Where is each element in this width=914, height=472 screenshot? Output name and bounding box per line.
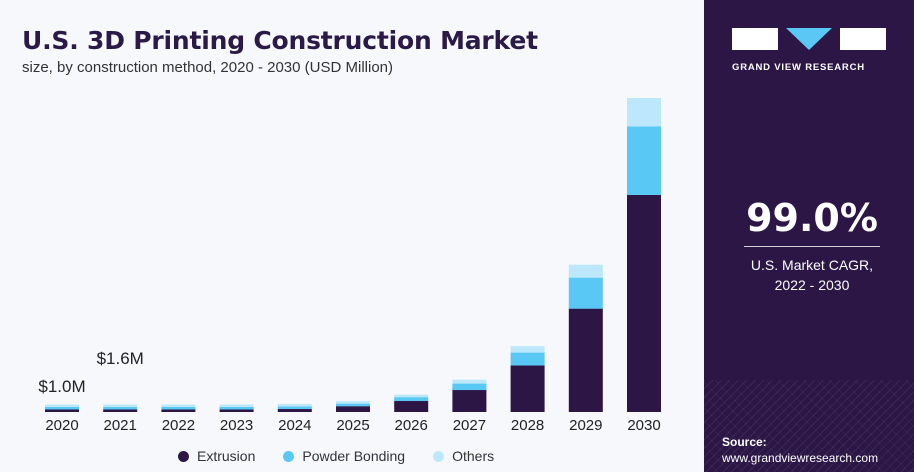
x-tick-label-2029: 2029 xyxy=(569,417,602,434)
bar-powder-bonding-2025 xyxy=(336,403,370,407)
legend-swatch-extrusion xyxy=(178,450,189,462)
bar-powder-bonding-2020 xyxy=(45,407,79,410)
legend-label-others: Others xyxy=(452,448,495,464)
x-tick-label-2027: 2027 xyxy=(453,417,486,434)
bar-others-2030 xyxy=(627,98,661,127)
logo-block-right xyxy=(840,28,886,50)
bar-extrusion-2028 xyxy=(510,365,545,412)
chart-legend: Extrusion Powder Bonding Others xyxy=(178,448,494,464)
x-tick-label-2028: 2028 xyxy=(511,417,544,434)
chart-panel: U.S. 3D Printing Construction Market siz… xyxy=(22,26,661,464)
source-label: Source: xyxy=(722,435,767,449)
legend-swatch-others xyxy=(433,450,445,462)
bar-extrusion-2022 xyxy=(161,409,196,412)
bar-powder-bonding-2023 xyxy=(219,407,254,410)
brand-name: GRAND VIEW RESEARCH xyxy=(732,62,865,73)
bar-extrusion-2024 xyxy=(277,409,312,412)
logo-mark xyxy=(732,28,902,50)
cagr-label-line-1: U.S. Market CAGR, xyxy=(750,257,874,273)
bar-powder-bonding-2029 xyxy=(568,277,603,309)
bar-extrusion-2020 xyxy=(45,409,79,412)
bar-extrusion-2021 xyxy=(103,409,138,412)
bar-others-2029 xyxy=(568,264,603,278)
legend-swatch-powder-bonding xyxy=(283,450,295,462)
chart-subtitle: size, by construction method, 2020 - 203… xyxy=(22,59,394,76)
bar-powder-bonding-2028 xyxy=(510,352,545,366)
bar-powder-bonding-2022 xyxy=(161,407,196,410)
legend-item-powder-bonding: Powder Bonding xyxy=(283,448,405,464)
cagr-value: 99.0% xyxy=(746,196,878,240)
x-tick-label-2020: 2020 xyxy=(45,417,78,434)
bar-others-2025 xyxy=(336,401,370,404)
chart-title: U.S. 3D Printing Construction Market xyxy=(22,26,538,55)
bar-others-2024 xyxy=(277,404,312,407)
legend-item-extrusion: Extrusion xyxy=(178,448,255,464)
bar-powder-bonding-2030 xyxy=(627,126,661,195)
cagr-divider xyxy=(744,246,880,247)
bar-powder-bonding-2027 xyxy=(452,383,487,391)
bar-extrusion-2026 xyxy=(394,401,429,412)
bar-extrusion-2027 xyxy=(452,390,487,412)
x-tick-label-2025: 2025 xyxy=(336,417,369,434)
bar-chart: 2020 2021 2022 2023 2024 2025 2026 2027 2028 2029… xyxy=(38,98,661,434)
x-tick-label-2026: 2026 xyxy=(395,417,428,434)
cagr-box: 99.0% U.S. Market CAGR, 2022 - 2030 xyxy=(744,196,880,295)
source-note: Source: www.grandviewresearch.com xyxy=(722,434,878,466)
bar-powder-bonding-2021 xyxy=(103,407,138,410)
bar-extrusion-2029 xyxy=(568,308,603,412)
bar-others-2021 xyxy=(103,404,138,407)
cagr-label-line-2: 2022 - 2030 xyxy=(774,277,850,293)
decorative-texture xyxy=(704,380,914,472)
legend-item-others: Others xyxy=(433,448,494,464)
brand-logo: GRAND VIEW RESEARCH xyxy=(732,28,902,73)
sidebar-panel: GRAND VIEW RESEARCH 99.0% U.S. Market CA… xyxy=(704,0,914,472)
bar-extrusion-2025 xyxy=(336,406,370,412)
data-label-2020: $1.0M xyxy=(38,377,85,396)
x-tick-label-2023: 2023 xyxy=(220,417,253,434)
legend-label-powder-bonding: Powder Bonding xyxy=(302,448,406,464)
bar-others-2026 xyxy=(394,394,429,398)
logo-triangle xyxy=(786,28,832,50)
source-url[interactable]: www.grandviewresearch.com xyxy=(722,451,879,465)
x-tick-label-2021: 2021 xyxy=(104,417,137,434)
bar-powder-bonding-2024 xyxy=(277,406,312,410)
legend-label-extrusion: Extrusion xyxy=(197,448,256,464)
x-tick-label-2024: 2024 xyxy=(278,417,311,434)
bar-others-2023 xyxy=(219,404,254,407)
x-tick-label-2030: 2030 xyxy=(627,417,660,434)
data-label-2021: $1.6M xyxy=(97,349,144,368)
bar-others-2022 xyxy=(161,404,196,407)
bar-extrusion-2030 xyxy=(627,194,661,412)
x-tick-label-2022: 2022 xyxy=(162,417,195,434)
bar-extrusion-2023 xyxy=(219,409,254,412)
bar-others-2028 xyxy=(510,346,545,353)
logo-block-left xyxy=(732,28,778,50)
bar-powder-bonding-2026 xyxy=(394,397,429,402)
bar-others-2020 xyxy=(45,404,79,407)
bar-others-2027 xyxy=(452,379,487,384)
